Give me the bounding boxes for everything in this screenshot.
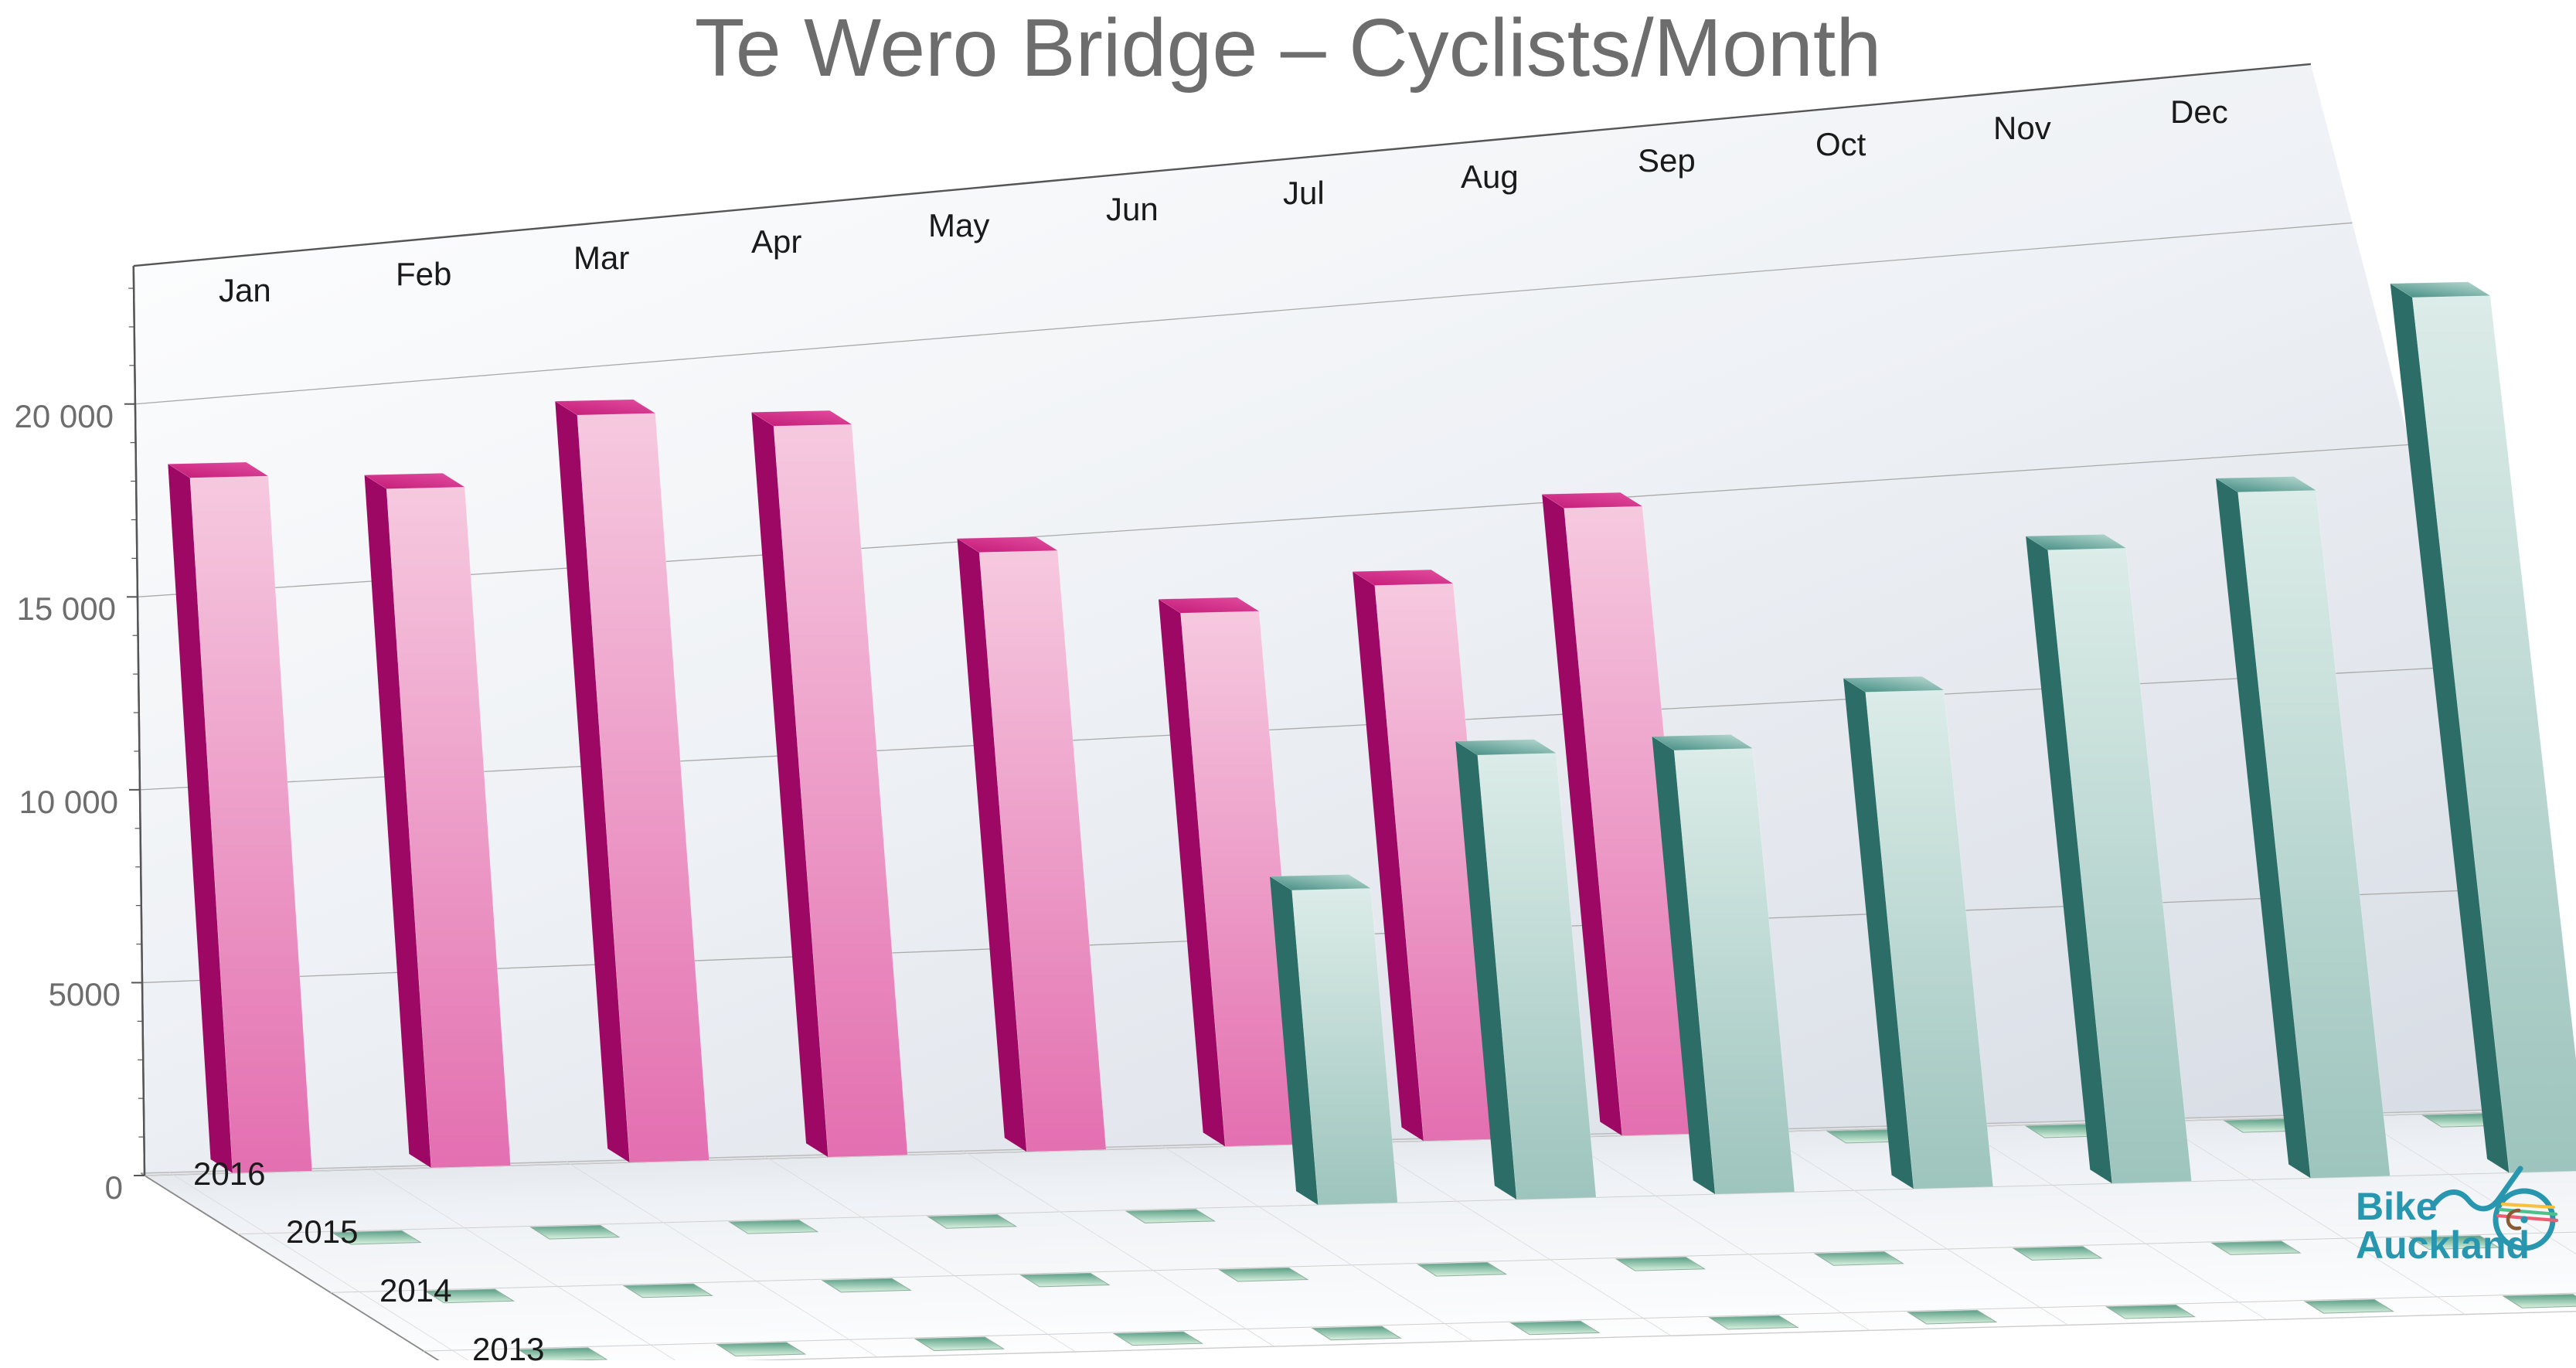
- svg-text:Bike: Bike: [2356, 1185, 2438, 1228]
- svg-text:Auckland: Auckland: [2356, 1223, 2530, 1267]
